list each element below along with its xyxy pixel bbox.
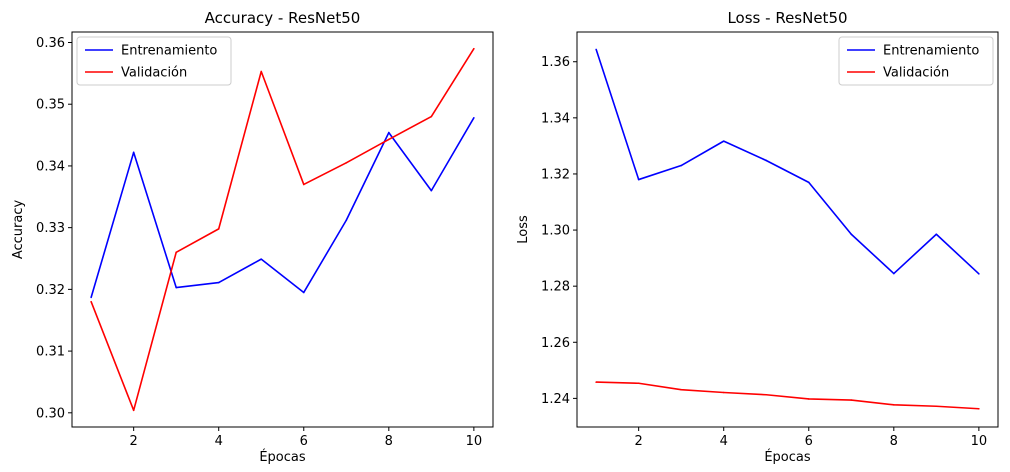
data-point [260, 70, 263, 73]
data-point [388, 131, 390, 134]
legend: Entrenamiento Validación [76, 36, 232, 86]
data-point [260, 258, 263, 260]
data-point [680, 164, 682, 167]
data-point [637, 382, 640, 385]
legend: Entrenamiento Validación [838, 36, 994, 86]
data-point [473, 116, 475, 119]
chart-1: Accuracy - ResNet50 2 4 6 8 10 0.30 0.31 0.32 0.3… [11, 9, 494, 465]
data-point [595, 48, 597, 51]
data-point [850, 233, 853, 236]
series-line-1 [90, 117, 475, 298]
data-point [850, 399, 853, 401]
data-point [680, 388, 682, 391]
data-point [765, 393, 768, 396]
y-tick-label: 0.32 [36, 283, 65, 298]
x-tick-label: 8 [385, 434, 393, 449]
legend-label: Entrenamiento [883, 44, 979, 59]
data-point [978, 407, 980, 410]
y-tick-label: 1.34 [541, 111, 570, 126]
series-line-2 [596, 381, 979, 410]
x-tick-label: 8 [890, 434, 898, 449]
x-axis-label: Épocas [259, 449, 306, 465]
data-point [430, 189, 433, 192]
data-point [722, 391, 725, 394]
data-point [935, 233, 938, 236]
series-line-2 [90, 48, 475, 412]
data-point [595, 381, 597, 383]
x-tick-label: 6 [300, 434, 308, 449]
data-point [302, 183, 305, 186]
plot-frame [71, 31, 494, 428]
data-point [430, 115, 433, 118]
data-point [217, 228, 220, 230]
y-tick-label: 1.36 [541, 55, 570, 70]
y-axis-label: Accuracy [11, 200, 26, 260]
x-tick-label: 4 [215, 434, 223, 449]
data-point [90, 300, 92, 303]
data-point [473, 47, 475, 50]
data-point [175, 286, 177, 289]
y-tick-label: 0.36 [36, 36, 65, 51]
data-point [765, 159, 768, 162]
y-tick-label: 1.24 [541, 392, 570, 407]
data-point [302, 291, 305, 294]
legend-label: Entrenamiento [121, 44, 217, 59]
legend-box [838, 36, 994, 86]
chart-2: Loss - ResNet50 2 4 6 8 10 1.24 1.26 1.28 1.30 1.3… [516, 9, 999, 465]
y-tick-label: 0.35 [36, 98, 65, 113]
data-point [345, 162, 348, 164]
data-point [90, 296, 92, 299]
data-point [807, 398, 810, 400]
x-tick-label: 4 [720, 434, 728, 449]
chart-title: Loss - ResNet50 [727, 9, 847, 27]
y-tick-label: 0.30 [36, 406, 65, 421]
x-tick-label: 2 [130, 434, 138, 449]
data-point [893, 404, 895, 406]
data-point [935, 405, 938, 408]
data-point [345, 219, 348, 222]
y-tick-label: 0.34 [36, 159, 65, 174]
x-axis-label: Épocas [764, 449, 811, 465]
data-point [807, 181, 810, 184]
series-line-1 [595, 49, 980, 275]
x-tick-label: 2 [635, 434, 643, 449]
x-tick-label: 6 [805, 434, 813, 449]
data-point [132, 151, 135, 154]
plot-frame [576, 31, 999, 428]
y-tick-label: 0.31 [36, 345, 65, 360]
y-tick-label: 1.32 [541, 167, 570, 182]
y-tick-label: 1.28 [541, 280, 570, 295]
data-point [217, 281, 220, 284]
data-point [175, 251, 177, 254]
data-point [722, 140, 725, 142]
y-axis-label: Loss [516, 215, 531, 244]
legend-box [76, 36, 232, 86]
y-tick-label: 1.26 [541, 336, 570, 351]
legend-label: Validación [883, 66, 949, 81]
x-tick-label: 10 [466, 434, 483, 449]
chart-title: Accuracy - ResNet50 [205, 9, 361, 27]
data-point [637, 178, 640, 181]
x-tick-label: 10 [971, 434, 988, 449]
data-point [893, 272, 895, 275]
data-point [132, 409, 135, 412]
y-tick-label: 0.33 [36, 221, 65, 236]
data-point [388, 138, 390, 141]
y-tick-label: 1.30 [541, 224, 570, 239]
data-point [978, 273, 980, 275]
legend-label: Validación [121, 66, 187, 81]
